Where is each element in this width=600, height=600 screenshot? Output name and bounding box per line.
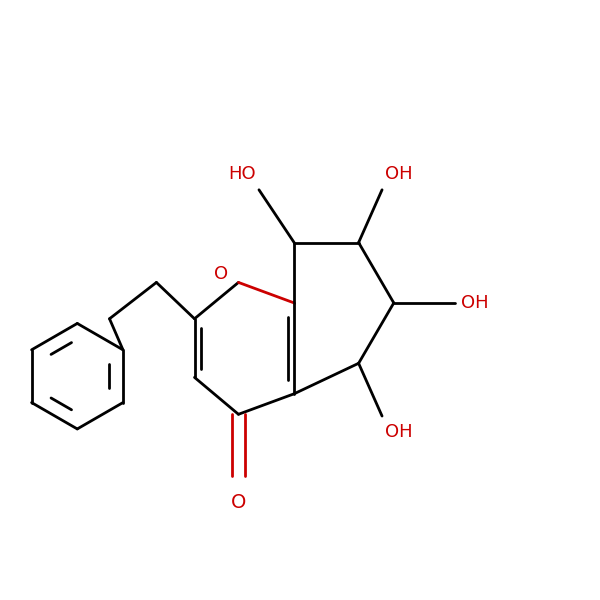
Text: OH: OH bbox=[461, 294, 489, 312]
Text: O: O bbox=[214, 265, 228, 283]
Text: OH: OH bbox=[385, 165, 413, 183]
Text: HO: HO bbox=[229, 165, 256, 183]
Text: O: O bbox=[231, 493, 246, 512]
Text: OH: OH bbox=[385, 423, 413, 441]
